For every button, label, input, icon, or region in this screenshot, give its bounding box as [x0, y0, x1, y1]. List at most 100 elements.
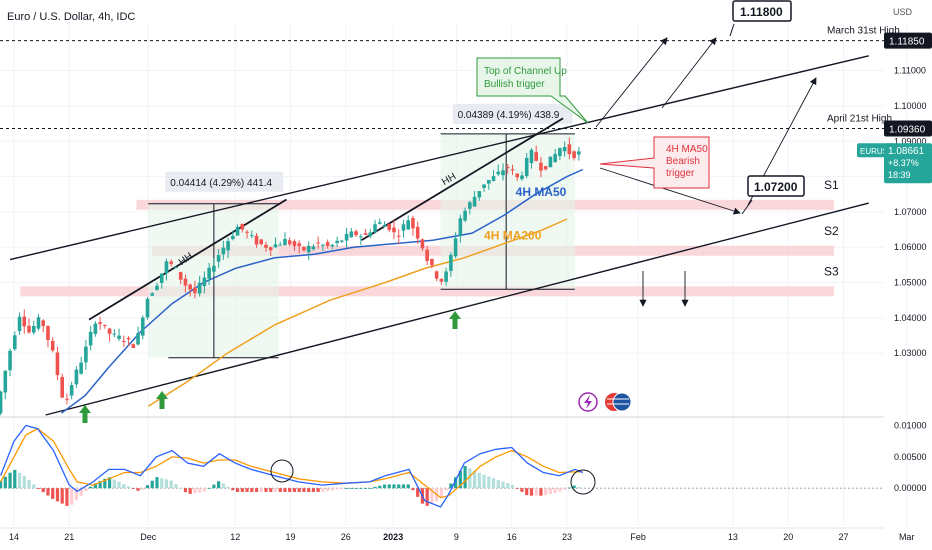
macd-histogram-bar	[179, 488, 183, 489]
candle	[373, 219, 377, 234]
level-tag-bg	[884, 32, 932, 49]
candle-body	[193, 287, 197, 294]
callout-pointer	[729, 23, 735, 37]
candle	[316, 236, 320, 249]
candle	[330, 243, 335, 250]
moving-averages: 4H MA50 4H MA200	[60, 168, 584, 414]
candle-body	[22, 316, 27, 327]
candle-body	[539, 162, 543, 171]
candle	[131, 343, 136, 349]
candle-body	[377, 222, 382, 224]
candle	[93, 321, 98, 337]
candle	[529, 148, 534, 169]
macd-histogram-bar	[22, 475, 26, 489]
macd-histogram-bar	[382, 484, 387, 489]
candle	[245, 229, 249, 239]
macd-histogram-bar	[463, 466, 467, 489]
callout-2-1072: 1.07200	[754, 180, 798, 194]
macd-histogram-bar	[122, 484, 126, 489]
macd-histogram-bar	[416, 488, 420, 497]
macd-histogram-bar	[0, 480, 3, 489]
candle	[382, 221, 387, 228]
level-price-tag: 1.09360	[884, 120, 932, 137]
candle	[543, 165, 548, 171]
candle-body	[321, 244, 325, 246]
candle-body	[430, 259, 434, 266]
measure-label-2: 0.04389 (4.19%) 438.9	[458, 110, 560, 121]
candle-body	[316, 242, 320, 244]
candle	[302, 246, 306, 252]
candle-body	[283, 238, 287, 246]
candle	[434, 270, 439, 282]
macd-histogram-bar	[520, 488, 524, 492]
macd-histogram-bar	[363, 488, 368, 489]
candle	[486, 179, 491, 190]
candle	[311, 244, 316, 251]
candle	[98, 316, 102, 330]
candle	[534, 145, 538, 162]
price-tick-label: 1.05000	[894, 278, 927, 288]
green-up-arrow	[79, 405, 91, 423]
candle	[221, 240, 226, 260]
candle	[463, 207, 467, 223]
macd-histogram-bar	[567, 487, 571, 489]
candle-body	[122, 341, 126, 343]
macd-histogram-bar	[316, 488, 320, 492]
macd-histogram-bar	[259, 488, 263, 492]
candle-body	[477, 191, 482, 198]
candle-body	[335, 240, 339, 244]
macd-histogram-bar	[231, 488, 235, 491]
candle-body	[8, 350, 12, 371]
candle-body	[392, 227, 396, 233]
candle-body	[0, 391, 3, 414]
macd-histogram-bar	[93, 483, 97, 489]
macd-histogram-bar	[468, 468, 472, 489]
candle-body	[439, 278, 444, 282]
price-tick-label: 1.07000	[894, 207, 927, 217]
candle-body	[197, 282, 202, 294]
candle-body	[3, 370, 8, 393]
candle	[197, 275, 202, 297]
macd-histogram-bar	[254, 488, 259, 492]
candle	[396, 229, 401, 245]
candle-body	[268, 247, 273, 251]
candle	[50, 337, 55, 353]
candle-body	[79, 362, 83, 374]
macd-histogram-bar	[439, 488, 443, 499]
candle-body	[216, 255, 221, 262]
macd-histogram-bar	[245, 488, 249, 492]
macd-histogram-bar	[359, 488, 363, 489]
macd-histogram-bar	[449, 483, 453, 489]
note-bubble-green	[476, 57, 589, 124]
candle	[79, 356, 83, 375]
ma50-label: 4H MA50	[516, 185, 567, 199]
time-tick-label: 2023	[383, 532, 403, 542]
macd-histogram-bar	[563, 488, 567, 490]
candle	[458, 214, 463, 243]
candle	[567, 137, 572, 160]
callout-box	[732, 0, 792, 22]
candle-body	[373, 224, 377, 232]
candle	[188, 283, 192, 297]
candle	[226, 237, 230, 259]
candle-body	[520, 175, 524, 180]
callout-pointer	[741, 199, 753, 215]
macd-signal-line	[0, 427, 583, 499]
candle	[8, 348, 12, 377]
support-zone-label: S2	[824, 224, 839, 238]
macd-histogram-bar	[344, 488, 349, 489]
candle	[449, 252, 453, 277]
candle	[12, 331, 17, 351]
macd-histogram-bar	[292, 488, 297, 492]
macd-histogram-bar	[548, 488, 553, 495]
macd-histogram-bar	[553, 488, 557, 493]
candle	[164, 258, 169, 281]
candle	[477, 191, 482, 201]
measurement-boxes: 0.04414 (4.29%) 441.4 0.04389 (4.19%) 438…	[148, 103, 575, 359]
candle-body	[463, 210, 467, 221]
macd-histogram-bar	[60, 488, 64, 504]
channel-lower-line	[45, 202, 869, 416]
channel-upper-line	[9, 55, 869, 261]
economic-event-flag-icon[interactable]	[612, 392, 632, 412]
